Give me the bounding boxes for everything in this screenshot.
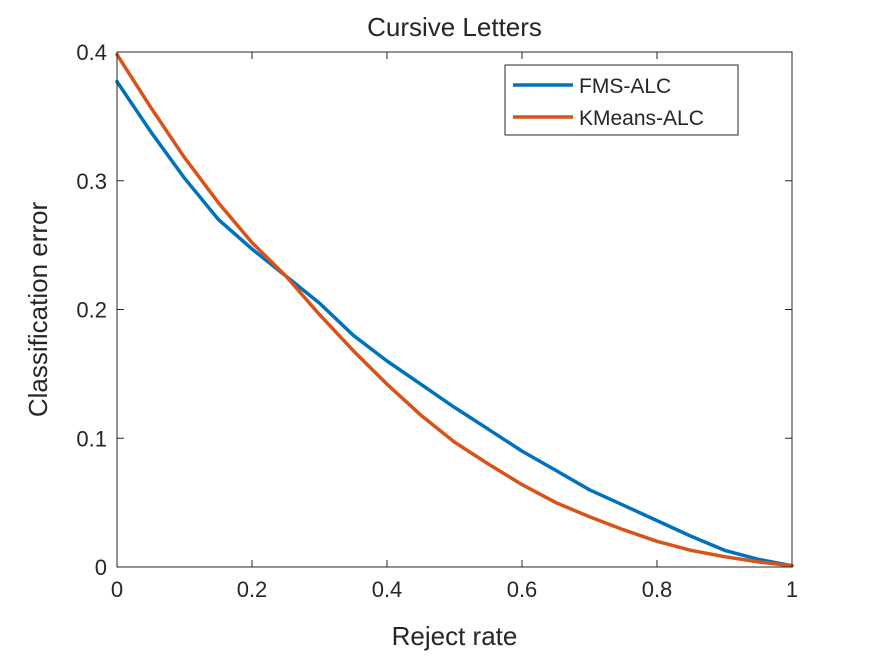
y-tick-label: 0.2 bbox=[76, 298, 107, 323]
x-tick-label: 0.2 bbox=[237, 577, 268, 602]
x-tick-label: 1 bbox=[786, 577, 798, 602]
chart-title: Cursive Letters bbox=[367, 12, 542, 42]
legend: FMS-ALC KMeans-ALC bbox=[504, 64, 739, 136]
legend-box bbox=[504, 64, 739, 136]
x-tick-label: 0.6 bbox=[507, 577, 538, 602]
plot-area bbox=[117, 52, 792, 567]
y-tick-label: 0.4 bbox=[76, 40, 107, 65]
legend-label: FMS-ALC bbox=[579, 75, 671, 98]
x-tick-label: 0 bbox=[111, 577, 123, 602]
series-layer bbox=[115, 52, 794, 568]
x-tick-label: 0.4 bbox=[372, 577, 403, 602]
series-line-fms-alc bbox=[115, 79, 794, 568]
legend-label: KMeans-ALC bbox=[579, 107, 704, 130]
x-axis-title: Reject rate bbox=[392, 621, 518, 651]
y-axis-title: Classification error bbox=[23, 202, 53, 418]
x-tick-label: 0.8 bbox=[642, 577, 673, 602]
y-tick-label: 0.3 bbox=[76, 169, 107, 194]
y-tick-label: 0 bbox=[95, 555, 107, 580]
y-tick-label: 0.1 bbox=[76, 426, 107, 451]
series-line-kmeans-alc bbox=[115, 52, 794, 568]
axes-layer: 0 0.2 0.4 0.6 0.8 1 0 0.1 0.2 0.3 0.4 bbox=[76, 40, 798, 602]
